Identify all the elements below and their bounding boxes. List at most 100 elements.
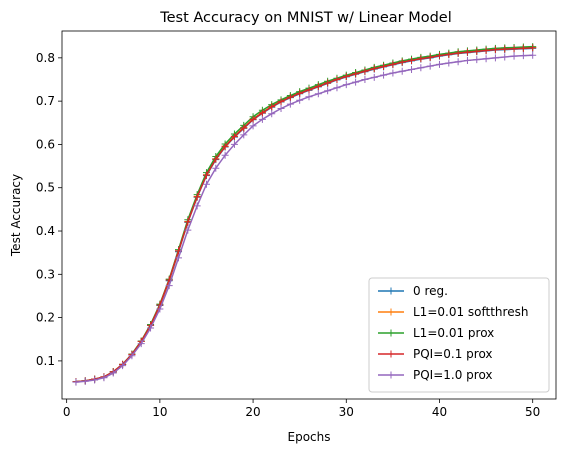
- legend-label: 0 reg.: [413, 284, 448, 298]
- data-point-marker: [175, 254, 183, 262]
- data-point-marker: [445, 59, 453, 67]
- data-point-marker: [296, 89, 304, 97]
- data-point-marker: [389, 60, 397, 68]
- data-point-marker: [435, 60, 443, 68]
- data-point-marker: [286, 93, 294, 101]
- y-axis-label: Test Accuracy: [9, 174, 23, 257]
- data-point-marker: [212, 155, 220, 163]
- data-point-marker: [119, 362, 127, 370]
- data-point-marker: [202, 171, 210, 179]
- data-point-marker: [454, 49, 462, 57]
- data-point-marker: [305, 93, 313, 101]
- data-point-marker: [193, 202, 201, 210]
- data-point-marker: [314, 82, 322, 90]
- data-point-marker: [463, 56, 471, 64]
- data-point-marker: [81, 377, 89, 385]
- plot-area: [61, 30, 557, 400]
- data-point-marker: [398, 58, 406, 66]
- data-point-marker: [398, 67, 406, 75]
- legend-item: 0 reg.: [378, 284, 448, 298]
- data-point-marker: [463, 48, 471, 56]
- y-tick-label: 0.4: [36, 224, 55, 238]
- legend-label: L1=0.01 prox: [413, 326, 494, 340]
- x-tick-label: 40: [432, 405, 447, 419]
- data-point-marker: [296, 96, 304, 104]
- y-tick-label: 0.3: [36, 267, 55, 281]
- x-tick-label: 30: [339, 405, 354, 419]
- data-point-marker: [258, 109, 266, 117]
- data-point-marker: [193, 193, 201, 201]
- data-point-marker: [286, 100, 294, 108]
- data-point-marker: [184, 218, 192, 226]
- data-point-marker: [361, 67, 369, 75]
- legend-label: L1=0.01 softthresh: [413, 305, 528, 319]
- data-point-marker: [491, 46, 499, 54]
- y-tick-label: 0.6: [36, 137, 55, 151]
- data-point-marker: [352, 70, 360, 78]
- legend-item: L1=0.01 softthresh: [378, 305, 528, 319]
- legend: 0 reg. L1=0.01 softthresh L1=0.01 prox PQI=…: [368, 277, 550, 393]
- data-point-marker: [529, 51, 537, 59]
- data-point-marker: [445, 50, 453, 58]
- data-point-marker: [314, 90, 322, 98]
- y-tick-label: 0.1: [36, 354, 55, 368]
- data-point-marker: [501, 53, 509, 61]
- legend-item: PQI=1.0 prox: [378, 368, 493, 382]
- data-point-marker: [324, 87, 332, 95]
- data-point-marker: [100, 374, 108, 382]
- data-point-marker: [333, 75, 341, 83]
- data-point-marker: [91, 376, 99, 384]
- data-point-marker: [249, 122, 257, 130]
- data-point-marker: [519, 52, 527, 60]
- data-point-marker: [72, 378, 80, 386]
- data-point-marker: [361, 75, 369, 83]
- data-point-marker: [380, 63, 388, 71]
- data-point-marker: [184, 226, 192, 234]
- data-point-marker: [342, 81, 350, 89]
- data-point-marker: [342, 72, 350, 80]
- legend-marker: [387, 287, 395, 295]
- x-tick-label: 10: [152, 405, 167, 419]
- data-point-marker: [482, 46, 490, 54]
- data-point-marker: [240, 124, 248, 132]
- legend-label: PQI=1.0 prox: [413, 368, 493, 382]
- data-point-marker: [305, 86, 313, 94]
- legend-box: [368, 277, 550, 393]
- legend-item: PQI=0.1 prox: [378, 347, 493, 361]
- data-point-marker: [240, 131, 248, 139]
- y-tick-label: 0.7: [36, 94, 55, 108]
- data-point-marker: [212, 164, 220, 172]
- y-tick-label: 0.2: [36, 311, 55, 325]
- x-tick-label: 0: [63, 405, 71, 419]
- data-point-marker: [352, 78, 360, 86]
- data-point-marker: [370, 73, 378, 81]
- data-point-marker: [156, 305, 164, 313]
- data-point-marker: [147, 324, 155, 332]
- data-point-marker: [277, 104, 285, 112]
- data-point-marker: [202, 180, 210, 188]
- legend-label: PQI=0.1 prox: [413, 347, 493, 361]
- data-point-marker: [529, 44, 537, 52]
- data-point-marker: [370, 65, 378, 73]
- data-point-marker: [109, 369, 117, 377]
- data-point-marker: [435, 52, 443, 60]
- data-point-marker: [380, 71, 388, 79]
- y-tick-label: 0.8: [36, 51, 55, 65]
- data-point-marker: [333, 84, 341, 92]
- data-point-marker: [408, 66, 416, 74]
- data-point-marker: [454, 58, 462, 66]
- x-axis-label: Epochs: [288, 430, 331, 444]
- data-point-marker: [268, 103, 276, 111]
- data-point-marker: [128, 352, 136, 360]
- data-point-marker: [482, 55, 490, 63]
- data-point-marker: [510, 52, 518, 60]
- data-point-marker: [473, 47, 481, 55]
- data-point-marker: [277, 98, 285, 106]
- y-tick-label: 0.5: [36, 181, 55, 195]
- legend-marker: [387, 329, 395, 337]
- data-point-marker: [426, 53, 434, 61]
- data-point-marker: [258, 115, 266, 123]
- data-point-marker: [491, 54, 499, 62]
- data-point-marker: [249, 115, 257, 123]
